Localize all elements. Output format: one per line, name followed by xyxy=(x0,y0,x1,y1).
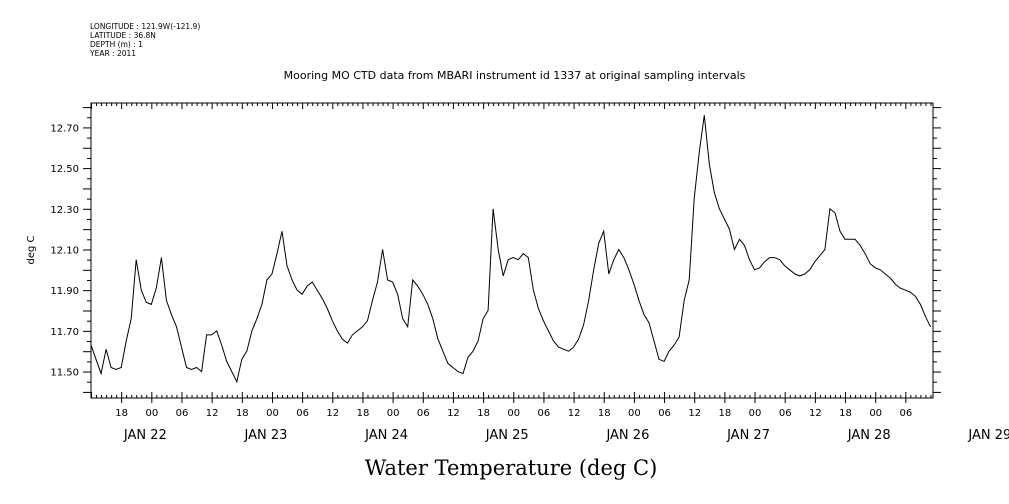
x-hour-label: 18 xyxy=(477,408,490,419)
temperature-series-line xyxy=(90,115,931,384)
x-hour-label: 06 xyxy=(538,408,551,419)
y-tick-label: 12.10 xyxy=(50,245,79,256)
x-hour-label: 00 xyxy=(749,408,762,419)
plot-frame xyxy=(90,102,934,399)
x-hour-label: 18 xyxy=(115,408,128,419)
x-hour-label: 12 xyxy=(206,408,219,419)
x-day-label: JAN 28 xyxy=(847,428,891,443)
x-hour-label: 12 xyxy=(447,408,460,419)
x-hour-label: 00 xyxy=(266,408,279,419)
x-hour-label: 12 xyxy=(326,408,339,419)
y-tick-label: 12.30 xyxy=(50,205,79,216)
x-hour-label: 06 xyxy=(296,408,309,419)
y-tick-label: 11.50 xyxy=(50,368,79,379)
x-hour-label: 12 xyxy=(568,408,581,419)
x-day-label: JAN 26 xyxy=(605,428,649,443)
depth-label: DEPTH (m) : 1 xyxy=(90,40,143,49)
x-hour-label: 12 xyxy=(809,408,822,419)
x-hour-label: 12 xyxy=(688,408,701,419)
metadata-block: LONGITUDE : 121.9W(-121.9) LATITUDE : 36… xyxy=(90,22,200,58)
x-day-label: JAN 29 xyxy=(967,428,1009,443)
longitude-label: LONGITUDE : 121.9W(-121.9) xyxy=(90,22,201,31)
x-hour-label: 18 xyxy=(357,408,370,419)
latitude-label: LATITUDE : 36.8N xyxy=(90,31,156,40)
x-hour-label: 06 xyxy=(779,408,792,419)
x-hour-label: 18 xyxy=(839,408,852,419)
chart-title: Mooring MO CTD data from MBARI instrumen… xyxy=(283,69,746,82)
x-hour-label: 06 xyxy=(417,408,430,419)
x-hour-label: 00 xyxy=(628,408,641,419)
y-axis-label: deg C xyxy=(26,235,37,264)
y-tick-label: 12.50 xyxy=(50,164,79,175)
x-hour-label: 06 xyxy=(658,408,671,419)
labels-layer: 18 00 06 12 18 00 06 12 18 00 06 12 18 00 06 12 18 00 06 12… xyxy=(50,123,1009,443)
y-tick-label: 11.90 xyxy=(50,286,79,297)
x-day-label: JAN 27 xyxy=(726,428,770,443)
ticks-layer xyxy=(83,103,941,403)
axes-layer xyxy=(90,102,934,399)
y-tick-label: 12.70 xyxy=(50,123,79,134)
x-hour-label: 18 xyxy=(236,408,249,419)
x-hour-label: 00 xyxy=(145,408,158,419)
x-hour-label: 00 xyxy=(507,408,520,419)
x-hour-label: 06 xyxy=(899,408,912,419)
x-hour-label: 00 xyxy=(869,408,882,419)
x-hour-label: 00 xyxy=(387,408,400,419)
year-label: YEAR : 2011 xyxy=(90,49,137,58)
x-hour-label: 18 xyxy=(719,408,732,419)
x-hour-label: 18 xyxy=(598,408,611,419)
y-tick-label: 11.70 xyxy=(50,327,79,338)
x-day-label: JAN 22 xyxy=(123,428,167,443)
x-day-label: JAN 24 xyxy=(364,428,408,443)
x-hour-label: 06 xyxy=(176,408,189,419)
x-axis-label: Water Temperature (deg C) xyxy=(365,456,658,480)
x-day-label: JAN 23 xyxy=(244,428,288,443)
x-day-label: JAN 25 xyxy=(485,428,529,443)
